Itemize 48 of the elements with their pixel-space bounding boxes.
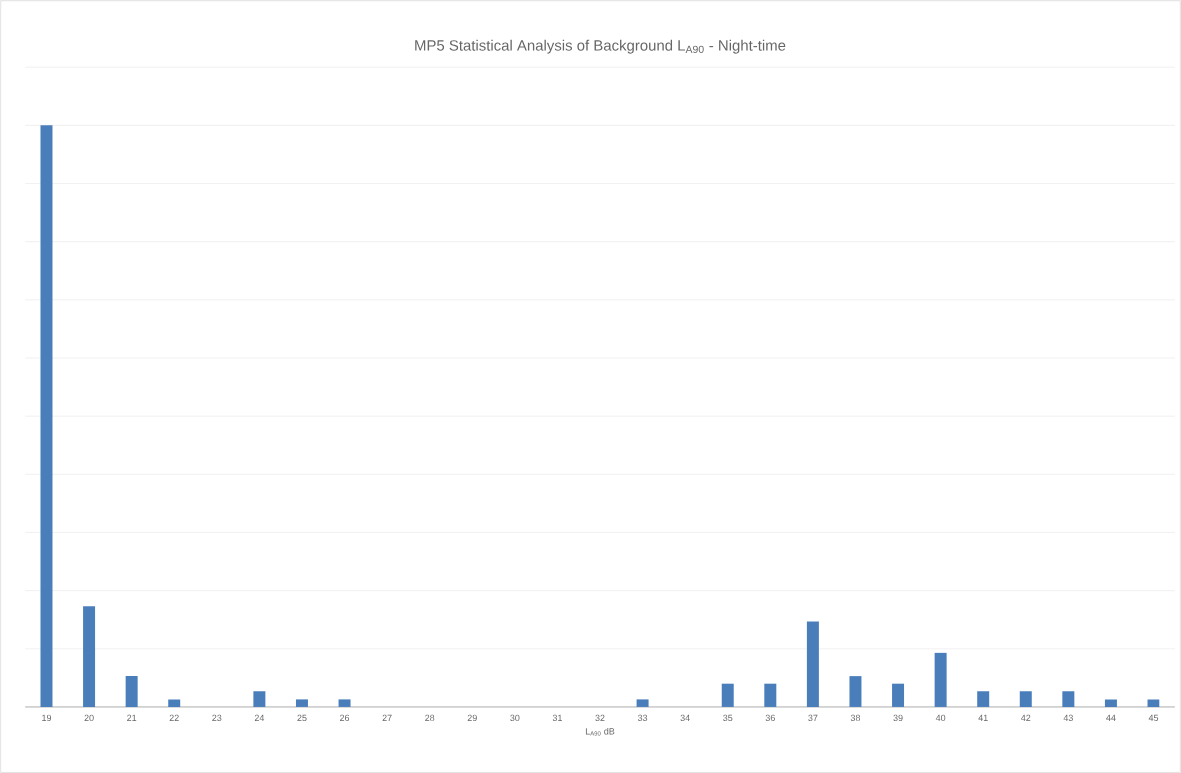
x-tick-label: 36 (765, 714, 775, 722)
bar (1019, 691, 1032, 707)
bar (1062, 691, 1075, 707)
x-tick-label: 22 (169, 714, 179, 721)
bar (721, 683, 734, 707)
bar (934, 652, 947, 707)
x-tick-label: 20 (84, 714, 94, 722)
x-tick-label: 23 (212, 714, 222, 722)
x-tick-label: 34 (680, 714, 690, 722)
x-tick-label: 24 (254, 714, 265, 721)
bar (168, 699, 181, 707)
x-tick-label: 19 (42, 714, 52, 722)
x-tick-label: 31 (552, 714, 562, 722)
bar (764, 683, 777, 707)
x-tick-label: 35 (723, 714, 733, 722)
x-tick-label: 43 (1063, 714, 1073, 722)
x-tick-label: 29 (467, 714, 477, 722)
chart-title: MP5 Statistical Analysis of Background L$_{A90}$ - Night-time (415, 39, 786, 54)
bar (849, 676, 862, 707)
x-tick-label: 40 (935, 714, 946, 722)
x-tick-label: 25 (297, 714, 307, 722)
bar (338, 699, 351, 707)
bar (806, 621, 819, 707)
bar (1104, 699, 1117, 707)
x-tick-label: 26 (340, 714, 350, 722)
x-tick-label: 32 (595, 714, 605, 722)
x-tick-label: 37 (808, 714, 818, 722)
x-tick-label: 39 (893, 714, 903, 722)
bar (253, 691, 266, 707)
x-tick-label: 42 (1021, 714, 1031, 721)
x-axis-title: L$_{A90}$ dB (585, 727, 615, 736)
x-tick-label: 44 (1106, 714, 1116, 721)
x-tick-label: 27 (382, 714, 392, 721)
bar (125, 676, 138, 707)
x-tick-label: 41 (978, 714, 988, 721)
bar (295, 699, 308, 707)
x-tick-label: 30 (510, 714, 520, 722)
x-tick-label: 21 (127, 714, 137, 721)
bar (892, 683, 905, 707)
x-tick-label: 45 (1148, 714, 1159, 721)
bar (40, 125, 53, 707)
bar (1147, 699, 1160, 707)
x-tick-label: 38 (850, 714, 861, 722)
bar (636, 699, 649, 707)
x-tick-label: 33 (637, 714, 648, 722)
bar (83, 606, 96, 707)
x-tick-label: 28 (425, 714, 435, 722)
bar (977, 691, 990, 707)
